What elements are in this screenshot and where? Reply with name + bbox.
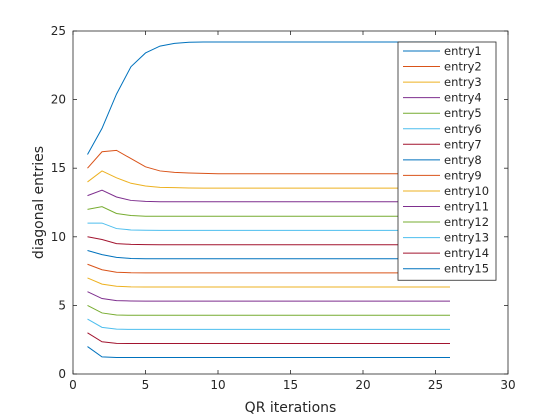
y-axis-label: diagonal entries (31, 146, 47, 259)
x-tick-label: 10 (210, 378, 225, 392)
y-tick-label: 5 (58, 298, 66, 312)
series-line-entry6 (87, 222, 450, 231)
legend-label: entry14 (444, 246, 489, 260)
x-tick-label: 15 (283, 378, 298, 392)
x-tick-label: 30 (500, 378, 515, 392)
legend-label: entry8 (444, 153, 482, 167)
series-line-entry4 (87, 189, 450, 203)
series-line-entry14 (87, 332, 450, 345)
legend: entry1entry2entry3entry4entry5entry6entr… (397, 41, 497, 281)
legend-label: entry9 (444, 168, 482, 182)
legend-label: entry7 (444, 137, 482, 151)
y-tick-label: 20 (51, 93, 66, 107)
y-tick-label: 25 (51, 24, 66, 38)
x-axis-label: QR iterations (245, 400, 337, 416)
series-line-entry15 (87, 346, 450, 359)
legend-label: entry10 (444, 184, 489, 198)
x-tick-label: 5 (142, 378, 150, 392)
legend-label: entry11 (444, 200, 489, 214)
x-tick-label: 20 (355, 378, 370, 392)
series-lines (87, 41, 450, 359)
series-line-entry11 (87, 291, 450, 302)
series-line-entry13 (87, 318, 450, 330)
legend-label: entry12 (444, 215, 489, 229)
series-line-entry12 (87, 304, 450, 316)
legend-label: entry15 (444, 262, 489, 276)
series-line-entry7 (87, 236, 450, 246)
series-line-entry10 (87, 277, 450, 288)
axis-ticks: 0 5 10 15 20 25 30 0 5 10 15 20 25 (51, 24, 516, 392)
legend-label: entry2 (444, 60, 482, 74)
legend-label: entry1 (444, 44, 482, 58)
series-line-entry1 (87, 41, 450, 155)
legend-label: entry4 (444, 91, 482, 105)
legend-label: entry5 (444, 106, 482, 120)
y-tick-label: 0 (58, 367, 66, 381)
x-tick-label: 25 (428, 378, 443, 392)
y-tick-label: 15 (51, 161, 66, 175)
legend-label: entry3 (444, 75, 482, 89)
series-line-entry5 (87, 206, 450, 217)
series-line-entry9 (87, 263, 450, 274)
series-line-entry2 (87, 149, 450, 175)
legend-label: entry6 (444, 122, 482, 136)
y-tick-label: 10 (51, 230, 66, 244)
series-line-entry8 (87, 250, 450, 260)
series-line-entry3 (87, 170, 450, 189)
legend-label: entry13 (444, 231, 489, 245)
x-tick-label: 0 (69, 378, 77, 392)
